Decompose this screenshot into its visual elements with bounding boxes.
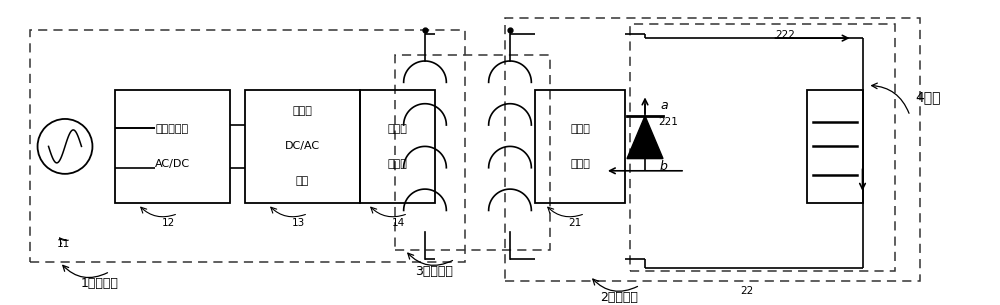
Text: 3磁耦合器: 3磁耦合器 — [415, 265, 453, 278]
Text: 2副边电路: 2副边电路 — [600, 291, 638, 304]
Text: 整流变换器: 整流变换器 — [156, 124, 189, 134]
Text: 12: 12 — [161, 218, 175, 228]
Text: 高频: 高频 — [296, 177, 309, 186]
Polygon shape — [627, 116, 663, 159]
Text: DC/AC: DC/AC — [285, 142, 320, 151]
Text: 222: 222 — [775, 30, 795, 40]
Text: 22: 22 — [740, 286, 753, 296]
Text: 4负载: 4负载 — [915, 91, 940, 105]
Text: a: a — [660, 99, 668, 112]
Text: 偿电路: 偿电路 — [570, 124, 590, 134]
Text: 21: 21 — [568, 218, 582, 228]
Text: AC/DC: AC/DC — [155, 159, 190, 169]
Text: 逆变器: 逆变器 — [293, 106, 312, 116]
Text: 偿电路: 偿电路 — [388, 124, 407, 134]
Text: 11: 11 — [56, 239, 70, 249]
Text: 13: 13 — [291, 218, 305, 228]
Text: b: b — [660, 160, 668, 173]
Text: 221: 221 — [658, 117, 678, 127]
Text: 14: 14 — [391, 218, 405, 228]
Text: 原边补: 原边补 — [388, 159, 407, 169]
Text: 1原边电路: 1原边电路 — [81, 277, 119, 290]
Text: 副边补: 副边补 — [570, 159, 590, 169]
